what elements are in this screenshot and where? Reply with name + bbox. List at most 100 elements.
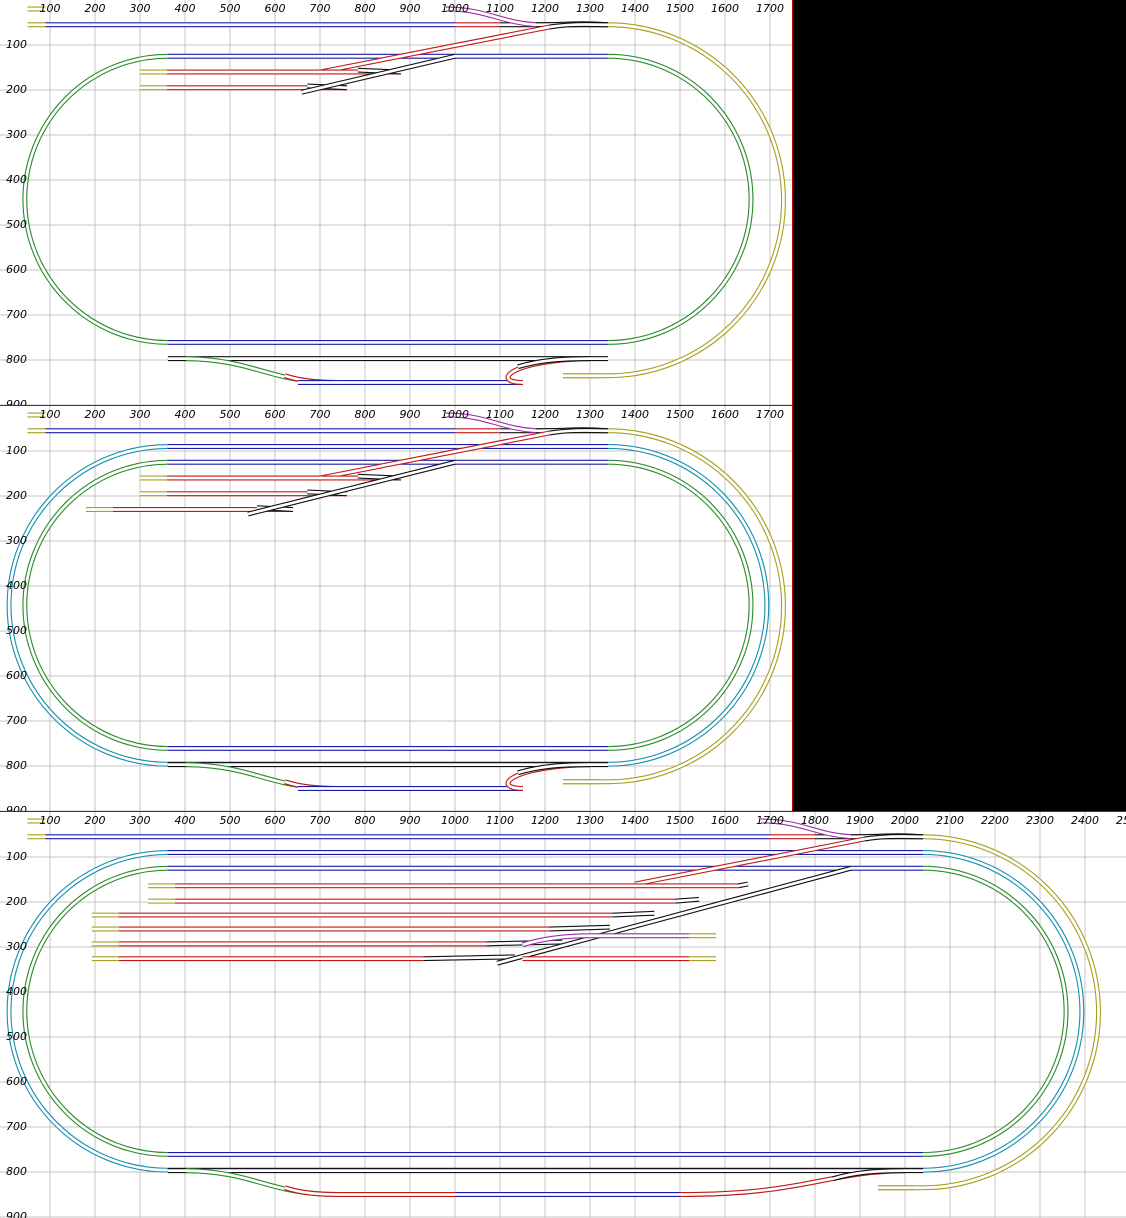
x-tick-label: 100 — [40, 408, 61, 421]
y-tick-label: 800 — [6, 353, 27, 366]
x-tick-label: 200 — [85, 408, 106, 421]
track-bed — [517, 763, 591, 775]
x-tick-label: 700 — [310, 408, 331, 421]
y-tick-label: 300 — [6, 534, 27, 547]
y-tick-label: 800 — [6, 759, 27, 772]
track-bed — [445, 413, 537, 433]
panel-background — [0, 812, 1126, 1218]
y-tick-label: 300 — [6, 128, 27, 141]
y-tick-label: 700 — [6, 308, 27, 321]
y-tick-label: 900 — [6, 398, 27, 411]
y-tick-label: 100 — [6, 38, 27, 51]
x-tick-label: 1900 — [846, 814, 874, 827]
x-tick-label: 2300 — [1026, 814, 1054, 827]
y-tick-label: 700 — [6, 714, 27, 727]
track-bed — [612, 911, 655, 917]
track-bed — [878, 835, 1100, 1190]
track-panel: 100 200 300 400 500 600 700 800 900 1000 1100 1200 1… — [0, 812, 1126, 1218]
track-bed — [549, 429, 609, 435]
x-tick-label: 1200 — [531, 814, 559, 827]
track-bed — [563, 429, 785, 784]
track-bed — [496, 866, 852, 965]
x-tick-label: 2200 — [981, 814, 1009, 827]
y-tick-label: 500 — [6, 1030, 27, 1043]
x-tick-label: 1400 — [621, 814, 649, 827]
x-tick-label: 100 — [40, 814, 61, 827]
x-tick-label: 500 — [220, 814, 241, 827]
y-tick-label: 600 — [6, 669, 27, 682]
x-tick-label: 500 — [220, 2, 241, 15]
y-tick-label: 200 — [6, 83, 27, 96]
track-bed — [23, 54, 168, 344]
track-bed — [634, 837, 865, 886]
y-tick-label: 400 — [6, 579, 27, 592]
track-bed — [423, 955, 515, 961]
y-tick-label: 700 — [6, 1120, 27, 1133]
x-tick-label: 700 — [310, 2, 331, 15]
track-bed — [607, 445, 769, 766]
y-tick-label: 200 — [6, 489, 27, 502]
y-tick-label: 600 — [6, 263, 27, 276]
x-tick-label: 700 — [310, 814, 331, 827]
track-bed — [738, 882, 749, 888]
x-tick-label: 200 — [85, 814, 106, 827]
x-tick-label: 800 — [355, 408, 376, 421]
x-tick-label: 1100 — [486, 2, 514, 15]
track-panel: 100 200 300 400 500 600 700 800 900 1000 1100 1200 1… — [0, 406, 792, 817]
y-tick-label: 200 — [6, 895, 27, 908]
x-tick-label: 2100 — [936, 814, 964, 827]
x-tick-label: 1600 — [711, 2, 739, 15]
x-tick-label: 1600 — [711, 408, 739, 421]
track-bed — [7, 851, 168, 1172]
x-tick-label: 600 — [265, 814, 286, 827]
y-tick-label: 500 — [6, 218, 27, 231]
track-bed — [301, 54, 456, 94]
x-tick-label: 2500 — [1116, 814, 1126, 827]
x-tick-label: 300 — [130, 2, 151, 15]
track-bed — [760, 819, 852, 839]
track-bed — [284, 1186, 456, 1196]
x-tick-label: 1100 — [486, 408, 514, 421]
y-tick-label: 100 — [6, 444, 27, 457]
x-tick-label: 300 — [130, 814, 151, 827]
x-tick-label: 300 — [130, 408, 151, 421]
x-tick-label: 1500 — [666, 814, 694, 827]
track-bed — [7, 445, 168, 766]
x-tick-label: 1500 — [666, 2, 694, 15]
track-bed — [319, 25, 550, 74]
x-tick-label: 400 — [175, 408, 196, 421]
track-bed — [922, 851, 1084, 1172]
track-bed — [23, 460, 168, 750]
x-tick-label: 200 — [85, 2, 106, 15]
track-panel: 100 200 300 400 500 600 700 800 900 1000 1100 1200 1… — [0, 0, 792, 411]
x-tick-label: 1800 — [801, 814, 829, 827]
y-tick-label: 400 — [6, 985, 27, 998]
x-tick-label: 1000 — [441, 408, 469, 421]
track-bed — [517, 357, 591, 369]
track-plan — [6, 412, 786, 791]
x-tick-label: 1300 — [576, 814, 604, 827]
x-tick-label: 2400 — [1071, 814, 1099, 827]
track-bed — [445, 7, 537, 27]
x-tick-label: 1700 — [756, 408, 784, 421]
x-tick-label: 2000 — [891, 814, 919, 827]
x-tick-label: 1000 — [441, 2, 469, 15]
y-tick-label: 800 — [6, 1165, 27, 1178]
x-tick-label: 800 — [355, 814, 376, 827]
x-tick-label: 1200 — [531, 2, 559, 15]
track-bed — [23, 866, 168, 1156]
x-tick-label: 1700 — [756, 814, 784, 827]
x-tick-label: 400 — [175, 814, 196, 827]
x-tick-label: 1200 — [531, 408, 559, 421]
x-tick-label: 1300 — [576, 2, 604, 15]
track-bed — [522, 934, 690, 947]
y-tick-label: 900 — [6, 804, 27, 817]
track-bed — [563, 23, 785, 378]
x-tick-label: 900 — [400, 2, 421, 15]
y-tick-label: 500 — [6, 624, 27, 637]
track-plan — [22, 6, 786, 385]
x-tick-label: 1700 — [756, 2, 784, 15]
y-tick-label: 100 — [6, 850, 27, 863]
y-tick-label: 300 — [6, 940, 27, 953]
track-bed — [607, 54, 753, 344]
